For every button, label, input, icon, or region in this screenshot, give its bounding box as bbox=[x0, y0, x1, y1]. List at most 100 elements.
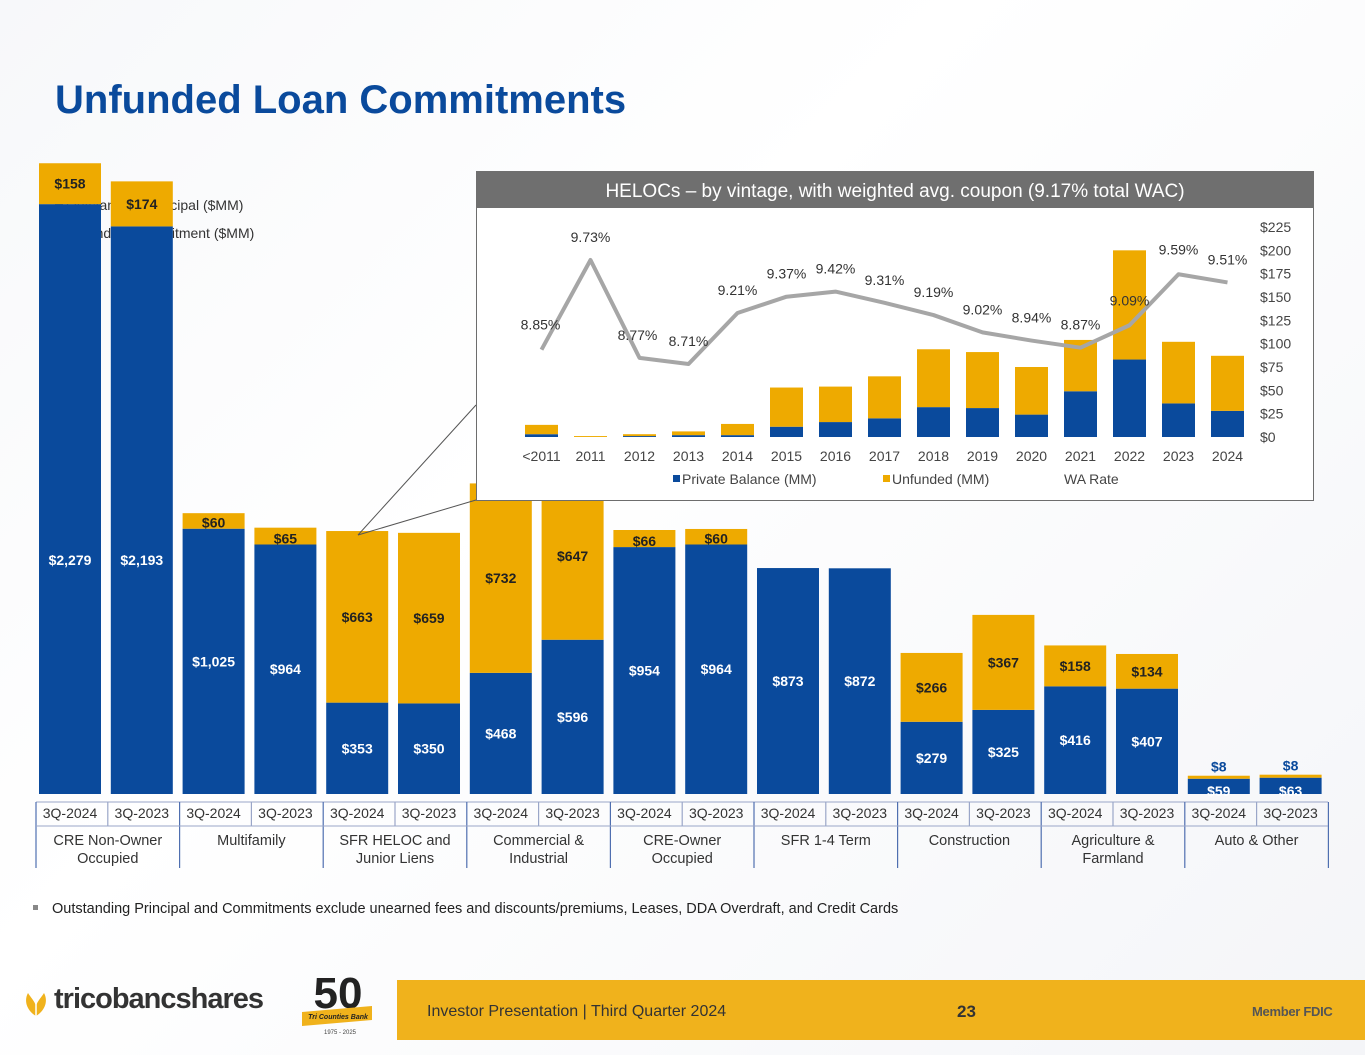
bar-principal bbox=[326, 702, 389, 794]
bar-unfunded-label: $367 bbox=[988, 654, 1019, 670]
group-label: Occupied bbox=[652, 851, 713, 867]
inset-y-tick: $0 bbox=[1260, 429, 1276, 445]
group-label: Farmland bbox=[1082, 851, 1143, 867]
inset-frame bbox=[476, 171, 1314, 501]
group-label: Multifamily bbox=[217, 833, 286, 849]
bar-unfunded-label: $65 bbox=[274, 530, 298, 546]
bar-unfunded bbox=[110, 181, 173, 227]
inset-bar-unfunded bbox=[574, 436, 607, 437]
bar-principal bbox=[110, 226, 173, 794]
category-tick-label: 3Q-2024 bbox=[186, 805, 241, 821]
bar-principal bbox=[398, 703, 460, 794]
bar-principal-label: $1,025 bbox=[192, 653, 235, 669]
footer-bar bbox=[397, 980, 1365, 1040]
bar-principal-label: $63 bbox=[1279, 783, 1303, 799]
inset-bar-balance bbox=[868, 418, 901, 437]
category-tick-label: 3Q-2023 bbox=[1263, 805, 1318, 821]
bar-unfunded bbox=[1116, 653, 1178, 689]
bar-unfunded bbox=[39, 163, 101, 205]
category-tick-label: 3Q-2024 bbox=[474, 805, 529, 821]
category-tick-label: 3Q-2024 bbox=[904, 805, 959, 821]
inset-bar-unfunded bbox=[1113, 250, 1146, 360]
bar-unfunded bbox=[1187, 775, 1250, 779]
bar-unfunded-label: $66 bbox=[633, 533, 657, 549]
bar-unfunded-label: $174 bbox=[126, 196, 157, 212]
group-label: Agriculture & bbox=[1071, 833, 1154, 849]
inset-bar-balance bbox=[525, 434, 558, 437]
inset-wa-rate-label: 8.85% bbox=[521, 317, 561, 333]
inset-x-tick: 2024 bbox=[1212, 448, 1243, 464]
inset-bar-balance bbox=[672, 435, 705, 437]
bar-principal-label: $416 bbox=[1060, 732, 1091, 748]
presentation-title: Investor Presentation | Third Quarter 20… bbox=[427, 1003, 727, 1020]
inset-bar-unfunded bbox=[917, 349, 950, 408]
inset-x-tick: 2022 bbox=[1114, 448, 1145, 464]
inset-bar-balance bbox=[917, 407, 950, 437]
bar-principal-label: $964 bbox=[270, 661, 301, 677]
category-tick-label: 3Q-2024 bbox=[1048, 805, 1103, 821]
bar-unfunded-label: $158 bbox=[54, 176, 85, 192]
inset-y-tick: $75 bbox=[1260, 359, 1284, 375]
bar-unfunded-label: $60 bbox=[202, 515, 226, 531]
inset-wa-rate-label: 9.42% bbox=[816, 261, 856, 277]
inset-bar-unfunded bbox=[819, 386, 852, 423]
inset-y-tick: $225 bbox=[1260, 219, 1291, 235]
inset-y-tick: $150 bbox=[1260, 289, 1291, 305]
bar-unfunded bbox=[326, 531, 389, 703]
inset-bar-balance bbox=[1064, 391, 1097, 437]
member-fdic: Member FDIC bbox=[1252, 1004, 1333, 1019]
inset-y-tick: $200 bbox=[1260, 242, 1291, 258]
bar-unfunded bbox=[182, 513, 245, 529]
bar-principal bbox=[900, 721, 963, 794]
category-tick-label: 3Q-2023 bbox=[545, 805, 600, 821]
group-label: Auto & Other bbox=[1215, 833, 1299, 849]
inset-wa-rate-label: 8.87% bbox=[1061, 317, 1101, 333]
inset-x-tick: <2011 bbox=[522, 448, 560, 464]
bar-unfunded-label: $134 bbox=[1131, 663, 1162, 679]
inset-x-tick: 2015 bbox=[771, 448, 802, 464]
inset-bar-unfunded bbox=[966, 352, 999, 409]
inset-bar-balance bbox=[1162, 403, 1195, 437]
bar-principal bbox=[1187, 778, 1250, 794]
bar-principal bbox=[757, 568, 819, 794]
group-label: Construction bbox=[929, 833, 1010, 849]
inset-x-tick: 2017 bbox=[869, 448, 900, 464]
category-tick-label: 3Q-2024 bbox=[330, 805, 385, 821]
bar-unfunded bbox=[398, 532, 460, 704]
group-label: Occupied bbox=[77, 851, 138, 867]
category-tick-label: 3Q-2023 bbox=[1120, 805, 1175, 821]
footnote: Outstanding Principal and Commitments ex… bbox=[33, 901, 898, 917]
inset-y-tick: $175 bbox=[1260, 266, 1291, 282]
group-label: SFR 1-4 Term bbox=[781, 833, 871, 849]
inset-bar-unfunded bbox=[868, 376, 901, 419]
bar-principal bbox=[541, 639, 604, 794]
inset-bar-unfunded bbox=[1211, 355, 1244, 411]
footnote-text: Outstanding Principal and Commitments ex… bbox=[52, 901, 899, 917]
group-label: Junior Liens bbox=[356, 851, 434, 867]
bar-unfunded-label: $60 bbox=[705, 530, 729, 546]
bar-unfunded bbox=[254, 527, 317, 545]
category-tick-label: 3Q-2024 bbox=[617, 805, 672, 821]
inset-x-tick: 2016 bbox=[820, 448, 851, 464]
bar-unfunded-label: $659 bbox=[413, 610, 444, 626]
inset-wa-rate-label: 9.09% bbox=[1110, 292, 1150, 308]
bar-principal bbox=[469, 672, 532, 794]
inset-bar-unfunded bbox=[721, 423, 754, 436]
category-tick-label: 3Q-2023 bbox=[402, 805, 457, 821]
inset-wa-rate-line bbox=[539, 258, 1228, 366]
inset-wa-rate-label: 9.21% bbox=[718, 282, 758, 298]
category-tick-label: 3Q-2024 bbox=[43, 805, 98, 821]
bar-principal bbox=[828, 568, 891, 794]
inset-wa-rate-label: 9.19% bbox=[914, 284, 954, 300]
bar-principal bbox=[254, 544, 317, 794]
inset-legend-swatch bbox=[673, 475, 680, 482]
inset-x-tick: 2018 bbox=[918, 448, 949, 464]
bar-unfunded-label: $647 bbox=[557, 548, 588, 564]
inset-y-tick: $125 bbox=[1260, 312, 1291, 328]
bar-principal-label: $964 bbox=[701, 661, 732, 677]
bar-principal-label: $468 bbox=[485, 725, 516, 741]
bar-unfunded bbox=[900, 652, 963, 722]
inset-bar-unfunded bbox=[1162, 341, 1195, 404]
inset-title-bar bbox=[476, 171, 1314, 208]
bar-unfunded-label: $8 bbox=[1283, 758, 1299, 774]
